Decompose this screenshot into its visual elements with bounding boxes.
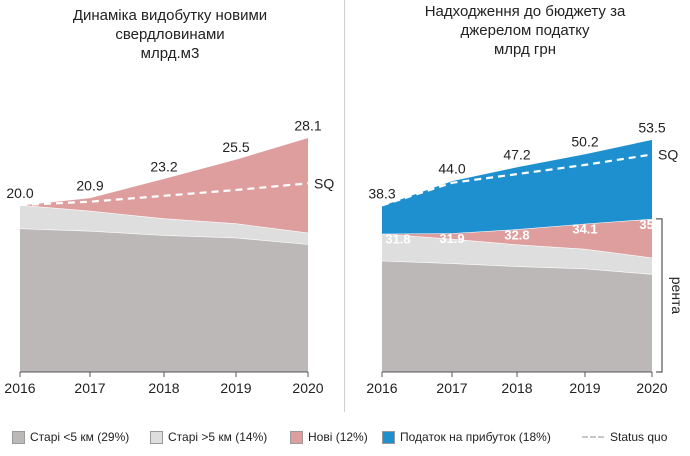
left-total-label-2017: 20.9 — [76, 177, 103, 193]
right-rent-label-2017: 31.9 — [439, 231, 464, 246]
legend-item-status-quo: Status quo — [582, 430, 667, 444]
right-title-line-2: джерелом податку — [460, 22, 590, 39]
right-rent-label-2018: 32.8 — [504, 227, 529, 242]
legend-label-old-under-5km: Старі <5 км (29%) — [30, 430, 130, 444]
right-x-tick-label-2018: 2018 — [501, 380, 532, 396]
right-rent-label-2016: 31.8 — [385, 232, 410, 247]
legend-item-profit-tax: Податок на прибуток (18%) — [382, 430, 551, 444]
chart-divider — [344, 0, 345, 412]
left-area-3 — [20, 137, 308, 233]
left-title-line-2: свердловинами — [115, 26, 225, 43]
legend-label-new: Нові (12%) — [308, 430, 368, 444]
legend-label-old-over-5km: Старі >5 км (14%) — [168, 430, 268, 444]
right-x-tick-label-2019: 2019 — [569, 380, 600, 396]
right-rent-bracket-label: рента — [669, 277, 685, 315]
left-chart-title: Динаміка видобутку новими свердловинами … — [0, 6, 340, 63]
right-area-edge-4 — [381, 138, 653, 206]
left-area-edge-3 — [19, 136, 309, 206]
left-status-quo-line — [19, 182, 309, 207]
legend-item-old-under-5km: Старі <5 км (29%) — [12, 430, 129, 444]
right-total-label-2016: 38.3 — [368, 185, 395, 201]
right-area-2 — [382, 233, 652, 275]
right-rent-label-2020: 35.2 — [639, 217, 664, 232]
legend-swatch-status-quo — [582, 436, 604, 438]
left-total-label-2019: 25.5 — [222, 139, 249, 155]
left-title-line-1: Динаміка видобутку новими — [72, 7, 268, 24]
left-total-label-2018: 23.2 — [150, 158, 177, 174]
charts-canvas: SQ 20.0 20.9 23.2 25.5 28.1 2016 2017 2018 2019 20… — [4, 117, 685, 396]
legend-swatch-profit-tax — [382, 430, 395, 444]
legend-label-profit-tax: Податок на прибуток (18%) — [400, 430, 551, 444]
right-rent-bracket — [656, 218, 663, 373]
left-title-line-3: млрд.м3 — [140, 45, 200, 62]
left-total-label-2016: 20.0 — [6, 185, 33, 201]
right-status-quo-line — [381, 153, 653, 207]
right-title-line-3: млрд грн — [493, 41, 557, 58]
right-total-label-2020: 53.5 — [638, 119, 665, 135]
left-x-tick-label-2020: 2020 — [292, 380, 323, 396]
left-x-tick-label-2016: 2016 — [4, 380, 35, 396]
right-x-tick-label-2017: 2017 — [436, 380, 467, 396]
left-sq-label: SQ — [314, 175, 334, 191]
left-area-1 — [20, 228, 308, 372]
legend-swatch-old-over-5km — [150, 430, 163, 444]
right-rent-label-2019: 34.1 — [572, 222, 597, 237]
right-area-3 — [382, 218, 652, 258]
right-total-label-2017: 44.0 — [438, 161, 465, 177]
left-x-tick-label-2017: 2017 — [74, 380, 105, 396]
legend-swatch-new — [290, 430, 303, 444]
legend: Старі <5 км (29%) Старі >5 км (14%) Нові… — [0, 430, 690, 450]
left-x-tick-label-2019: 2019 — [220, 380, 251, 396]
right-total-label-2019: 50.2 — [571, 134, 598, 150]
right-total-label-2018: 47.2 — [503, 147, 530, 163]
right-chart-title: Надходження до бюджету за джерелом подат… — [360, 2, 690, 59]
left-x-tick-label-2018: 2018 — [148, 380, 179, 396]
right-x-tick-label-2016: 2016 — [366, 380, 397, 396]
right-area-4 — [382, 139, 652, 234]
left-total-label-2020: 28.1 — [294, 117, 321, 133]
legend-swatch-old-under-5km — [12, 430, 25, 444]
right-title-line-1: Надходження до бюджету за — [424, 3, 626, 20]
left-area-2 — [20, 205, 308, 245]
right-sq-label: SQ — [658, 147, 678, 163]
legend-label-status-quo: Status quo — [610, 430, 668, 444]
right-area-1 — [382, 260, 652, 372]
right-x-tick-label-2020: 2020 — [636, 380, 667, 396]
legend-item-old-over-5km: Старі >5 км (14%) — [150, 430, 267, 444]
legend-item-new: Нові (12%) — [290, 430, 368, 444]
